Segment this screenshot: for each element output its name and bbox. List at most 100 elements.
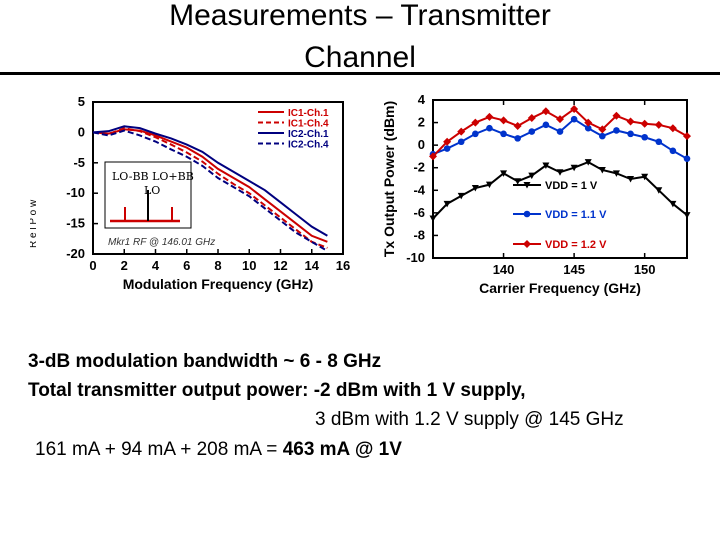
left-legend-label: IC1-Ch.4 bbox=[288, 119, 329, 130]
right-point-1 bbox=[641, 133, 648, 141]
slide-title-line1: Measurements – Transmitter bbox=[169, 0, 551, 32]
right-point-2 bbox=[471, 118, 480, 127]
right-point-1 bbox=[556, 128, 564, 135]
lo-label: LO bbox=[144, 184, 161, 197]
right-point-0 bbox=[542, 162, 550, 169]
modulation-response-chart: 5 0 -5 -10 -15 -20 0 2 4 6 8 10 12 14 16 Modulation Fre… bbox=[30, 94, 350, 292]
right-xtick-label: 145 bbox=[563, 262, 585, 277]
left-ytick-label: 5 bbox=[78, 94, 85, 109]
right-point-2 bbox=[570, 105, 579, 114]
bullet-current: 161 mA + 94 mA + 208 mA = 463 mA @ 1V bbox=[35, 439, 402, 461]
left-ytick-label: -5 bbox=[73, 155, 85, 170]
right-point-2 bbox=[527, 114, 536, 123]
right-point-1 bbox=[584, 124, 592, 132]
right-point-2 bbox=[523, 240, 531, 248]
right-point-0 bbox=[598, 166, 606, 174]
right-point-2 bbox=[598, 125, 607, 134]
slide-title-line2: Channel bbox=[304, 41, 416, 74]
right-point-2 bbox=[683, 132, 691, 141]
right-point-0 bbox=[641, 173, 649, 181]
right-point-1 bbox=[655, 138, 663, 146]
right-point-2 bbox=[499, 116, 508, 125]
right-point-2 bbox=[584, 118, 593, 127]
right-point-1 bbox=[683, 155, 691, 162]
left-series-line-2 bbox=[92, 125, 328, 237]
right-point-0 bbox=[655, 187, 663, 194]
right-point-2 bbox=[443, 137, 452, 146]
left-legend-label: IC2-Ch.1 bbox=[288, 129, 329, 140]
right-point-1 bbox=[599, 132, 606, 140]
right-point-2 bbox=[626, 117, 635, 126]
right-point-2 bbox=[485, 112, 494, 121]
right-point-1 bbox=[472, 130, 479, 138]
right-xtick-label: 150 bbox=[634, 262, 656, 277]
bullet-output-power-cont: 3 dBm with 1.2 V supply @ 145 GHz bbox=[315, 409, 624, 431]
left-ytick-label: 0 bbox=[78, 124, 85, 139]
right-point-0 bbox=[500, 170, 508, 177]
bullet-current-total: 463 mA @ 1V bbox=[282, 439, 402, 460]
right-point-0 bbox=[457, 192, 465, 200]
title-underline bbox=[0, 72, 720, 75]
right-point-1 bbox=[613, 127, 620, 134]
right-point-0 bbox=[556, 169, 564, 176]
tx-output-power-chart: 4 2 0 -2 -4 -6 -8 -10 140 145 150 Carrier Frequency… bbox=[381, 92, 691, 296]
right-point-2 bbox=[654, 120, 663, 129]
right-point-1 bbox=[486, 124, 493, 132]
right-ytick-label: -10 bbox=[406, 250, 425, 265]
right-ytick-label: -6 bbox=[413, 205, 425, 220]
right-point-2 bbox=[668, 124, 677, 133]
right-point-0 bbox=[584, 159, 592, 166]
right-point-0 bbox=[669, 200, 677, 208]
left-xtick-label: 0 bbox=[89, 258, 96, 273]
inset-ylabel-fragment: R e l P o w bbox=[30, 199, 39, 248]
left-xtick-label: 12 bbox=[273, 258, 287, 273]
right-point-2 bbox=[429, 152, 437, 161]
bullet-output-power: Total transmitter output power: -2 dBm w… bbox=[28, 380, 526, 401]
right-point-1 bbox=[523, 210, 531, 218]
right-point-0 bbox=[612, 170, 620, 177]
right-ytick-label: -2 bbox=[413, 160, 425, 175]
bullet-current-plain: 161 mA + 94 mA + 208 mA = bbox=[35, 439, 283, 460]
left-xtick-label: 8 bbox=[214, 258, 221, 273]
right-ytick-label: -8 bbox=[413, 227, 425, 242]
right-point-1 bbox=[500, 130, 507, 138]
left-series-line-3 bbox=[92, 129, 328, 252]
right-ytick-label: 2 bbox=[418, 115, 425, 130]
right-point-0 bbox=[523, 182, 531, 189]
right-point-0 bbox=[514, 178, 522, 185]
right-legend-label: VDD = 1.1 V bbox=[545, 209, 607, 221]
lo-bb-label: LO-BB LO+BB bbox=[112, 170, 194, 183]
right-point-0 bbox=[627, 176, 635, 183]
right-point-1 bbox=[627, 130, 634, 138]
right-point-0 bbox=[683, 212, 691, 219]
left-xtick-label: 16 bbox=[336, 258, 350, 273]
right-point-2 bbox=[556, 115, 564, 124]
left-xtick-label: 6 bbox=[183, 258, 190, 273]
right-legend-label: VDD = 1 V bbox=[545, 180, 598, 192]
right-ytick-label: 0 bbox=[418, 137, 425, 152]
right-ylabel: Tx Output Power (dBm) bbox=[381, 101, 397, 257]
left-legend-label: IC2-Ch.4 bbox=[288, 140, 329, 151]
right-point-1 bbox=[514, 135, 521, 142]
right-legend-label: VDD = 1.2 V bbox=[545, 239, 607, 251]
right-point-2 bbox=[640, 119, 649, 128]
right-point-2 bbox=[457, 127, 466, 136]
right-xlabel: Carrier Frequency (GHz) bbox=[479, 280, 641, 296]
left-ytick-label: -10 bbox=[66, 185, 85, 200]
left-xlabel: Modulation Frequency (GHz) bbox=[123, 276, 314, 292]
left-xtick-label: 10 bbox=[242, 258, 256, 273]
left-legend-label: IC1-Ch.1 bbox=[288, 108, 329, 119]
right-point-0 bbox=[570, 164, 578, 172]
right-point-1 bbox=[457, 138, 465, 146]
left-xtick-label: 14 bbox=[305, 258, 320, 273]
right-xtick-label: 140 bbox=[493, 262, 515, 277]
right-point-0 bbox=[528, 172, 536, 180]
bullet-bandwidth: 3-dB modulation bandwidth ~ 6 - 8 GHz bbox=[28, 351, 382, 372]
right-point-1 bbox=[528, 128, 536, 135]
right-point-1 bbox=[443, 145, 451, 152]
right-point-2 bbox=[513, 121, 522, 130]
left-ytick-label: -20 bbox=[66, 246, 85, 261]
right-point-0 bbox=[429, 215, 437, 222]
left-ytick-label: -15 bbox=[66, 216, 85, 231]
left-series-line-1 bbox=[92, 127, 328, 249]
